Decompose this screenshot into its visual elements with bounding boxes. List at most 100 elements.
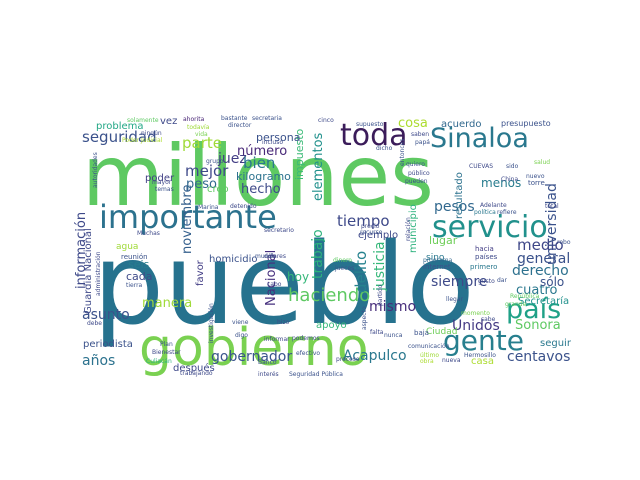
cloud-word: momento bbox=[461, 310, 490, 317]
cloud-word: precio bbox=[361, 223, 380, 230]
cloud-word: refiere bbox=[497, 209, 517, 216]
cloud-word: Guardia Nacional bbox=[83, 228, 94, 314]
cloud-word: ahorita bbox=[183, 116, 205, 123]
cloud-word: dar bbox=[497, 277, 507, 284]
cloud-word: importante bbox=[99, 198, 277, 236]
cloud-word: ejemplo bbox=[358, 230, 398, 241]
cloud-word: Secretaría bbox=[518, 295, 569, 307]
cloud-word: debe bbox=[87, 320, 102, 327]
cloud-word: asunto bbox=[82, 307, 130, 323]
cloud-word: quiero bbox=[406, 161, 425, 168]
cloud-word: último bbox=[420, 352, 439, 359]
cloud-word: cada bbox=[126, 270, 153, 283]
cloud-word: seguridad bbox=[82, 128, 157, 146]
cloud-word: resultado bbox=[454, 172, 465, 219]
cloud-word: trabajo bbox=[310, 229, 326, 279]
cloud-word: siempre bbox=[431, 274, 487, 290]
cloud-word: incluso bbox=[262, 139, 283, 146]
cloud-word: sólo bbox=[540, 275, 564, 289]
cloud-word: vez bbox=[160, 116, 177, 127]
cloud-word: Marina bbox=[198, 204, 219, 211]
cloud-word: ningún bbox=[141, 130, 162, 137]
cloud-word: China bbox=[501, 176, 518, 183]
cloud-word: Seguridad Pública bbox=[289, 371, 343, 378]
cloud-word: Culiacán bbox=[146, 358, 172, 365]
cloud-word: aspecto bbox=[361, 306, 368, 330]
cloud-word: secretaria bbox=[252, 115, 282, 122]
cloud-word: todavía bbox=[187, 124, 210, 131]
cloud-word: programa bbox=[423, 257, 453, 264]
cloud-word: años bbox=[82, 353, 115, 369]
cloud-word: hoy bbox=[287, 270, 309, 284]
cloud-word: persona bbox=[256, 131, 300, 144]
cloud-word: CUEVAS bbox=[469, 163, 493, 170]
cloud-word: saben bbox=[411, 131, 429, 138]
cloud-word: relación bbox=[405, 217, 412, 241]
cloud-word: trabajando bbox=[180, 370, 213, 377]
cloud-word: juez bbox=[217, 151, 247, 167]
cloud-word: cuatro bbox=[516, 283, 558, 298]
cloud-word: Ciudad bbox=[426, 327, 457, 337]
cloud-word: robo bbox=[557, 239, 571, 246]
cloud-word: comunicación bbox=[408, 343, 450, 350]
cloud-word: primero bbox=[470, 263, 497, 271]
cloud-word: Hermosillo bbox=[464, 352, 496, 359]
cloud-word: cinco bbox=[318, 117, 334, 124]
cloud-word: proceso bbox=[336, 356, 360, 363]
cloud-word: lugar bbox=[429, 234, 458, 247]
cloud-word: Acapulco bbox=[343, 348, 407, 364]
cloud-word: solamente bbox=[127, 117, 159, 124]
cloud-word: Plan bbox=[160, 341, 173, 348]
cloud-word: pueden bbox=[405, 178, 428, 185]
cloud-word: sino bbox=[426, 253, 445, 263]
cloud-word: partido bbox=[377, 284, 384, 306]
cloud-word: seguir bbox=[540, 338, 572, 349]
cloud-word: tierra bbox=[126, 282, 143, 289]
cloud-word: gente bbox=[443, 324, 524, 357]
cloud-word: torre bbox=[528, 179, 545, 187]
cloud-word: podemos bbox=[292, 335, 320, 342]
cloud-word: justicia bbox=[372, 241, 388, 292]
cloud-word: país bbox=[506, 294, 561, 325]
cloud-word: mejor bbox=[185, 162, 229, 180]
cloud-word: menos bbox=[481, 176, 521, 190]
cloud-word: Bienestar bbox=[152, 349, 181, 356]
cloud-word: impuesto bbox=[293, 128, 306, 180]
cloud-word: mismo bbox=[369, 299, 416, 315]
cloud-word: baja bbox=[414, 329, 429, 337]
cloud-word: total bbox=[545, 203, 559, 210]
cloud-word: autoridades bbox=[92, 152, 99, 188]
cloud-word: pueblo bbox=[93, 220, 475, 350]
cloud-word: interés bbox=[258, 371, 279, 378]
cloud-word: sabe bbox=[481, 316, 496, 323]
cloud-word: informar bbox=[264, 336, 290, 343]
cloud-word: falta bbox=[370, 329, 384, 336]
cloud-word: homicidio bbox=[209, 254, 258, 265]
cloud-word: salud bbox=[534, 159, 550, 166]
cloud-word: universidad bbox=[544, 183, 560, 265]
cloud-word: millones bbox=[82, 127, 434, 225]
cloud-word: dólares bbox=[264, 253, 286, 260]
cloud-word: dicho bbox=[376, 145, 393, 152]
cloud-word: Banco bbox=[258, 359, 277, 366]
cloud-word: mundo bbox=[255, 253, 276, 260]
cloud-word: países bbox=[475, 253, 498, 261]
cloud-word: municipio bbox=[408, 204, 419, 253]
cloud-word: acuerdo bbox=[441, 119, 482, 130]
cloud-word: vida bbox=[195, 131, 208, 138]
cloud-word: internet bbox=[423, 263, 451, 271]
cloud-word: reunión bbox=[121, 253, 148, 261]
cloud-word: digo bbox=[235, 332, 248, 339]
cloud-word: Nacional bbox=[264, 250, 279, 306]
cloud-word: periodista bbox=[83, 339, 133, 350]
cloud-word: Sonora bbox=[515, 318, 561, 333]
cloud-word: seis bbox=[128, 258, 150, 271]
cloud-word: sido bbox=[506, 163, 519, 170]
cloud-word: información bbox=[74, 212, 89, 289]
cloud-word: delito bbox=[352, 251, 370, 293]
cloud-word: mayor bbox=[152, 179, 172, 186]
cloud-word: viene bbox=[232, 319, 249, 326]
cloud-word: medio bbox=[517, 236, 564, 254]
cloud-word: bien bbox=[243, 154, 275, 172]
cloud-word: supuesto bbox=[356, 121, 384, 128]
